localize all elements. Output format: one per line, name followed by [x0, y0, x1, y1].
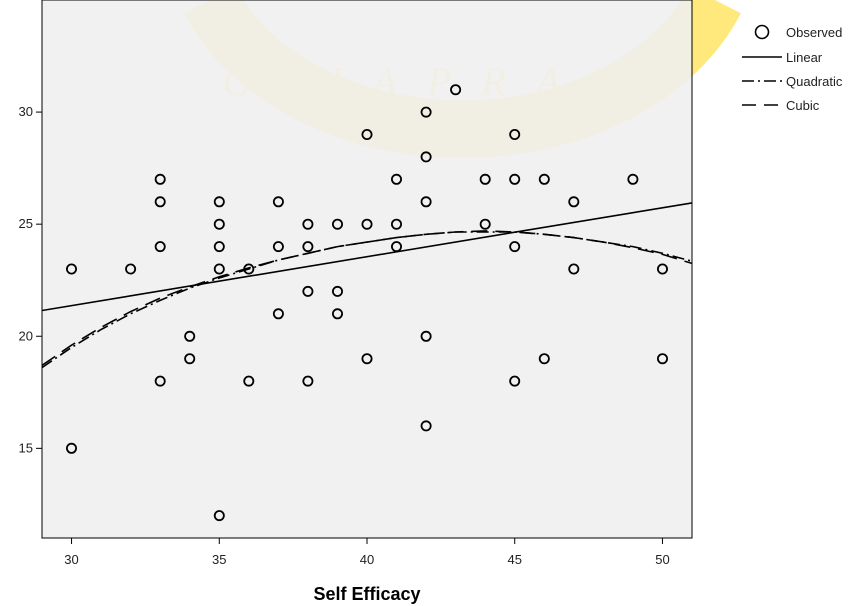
observed-point — [657, 353, 669, 365]
chart-marks — [42, 84, 692, 522]
observed-point — [302, 241, 314, 253]
x-tick-label: 40 — [360, 552, 374, 567]
observed-point — [420, 330, 432, 342]
observed-point — [331, 285, 343, 297]
observed-point — [272, 308, 284, 320]
x-tick-label: 50 — [655, 552, 669, 567]
observed-point — [125, 263, 137, 275]
y-tick-label: 25 — [19, 216, 33, 231]
observed-point — [184, 353, 196, 365]
observed-point — [361, 128, 373, 140]
x-axis-title: Self Efficacy — [313, 584, 420, 604]
observed-point — [331, 218, 343, 230]
legend-observed-marker — [754, 24, 770, 40]
legend-cubic-label: Cubic — [786, 98, 820, 113]
observed-point — [568, 263, 580, 275]
observed-point — [302, 285, 314, 297]
observed-point — [302, 375, 314, 387]
observed-point — [154, 196, 166, 208]
observed-point — [243, 263, 255, 275]
observed-point — [302, 218, 314, 230]
observed-point — [361, 218, 373, 230]
x-tick-label: 45 — [507, 552, 521, 567]
observed-point — [450, 84, 462, 96]
observed-point — [509, 241, 521, 253]
x-tick-label: 35 — [212, 552, 226, 567]
observed-point — [538, 353, 550, 365]
observed-point — [154, 375, 166, 387]
legend: Observed Linear Quadratic Cubic — [742, 24, 843, 113]
observed-point — [420, 196, 432, 208]
observed-point — [213, 263, 225, 275]
observed-point — [243, 375, 255, 387]
observed-points — [66, 84, 669, 522]
observed-point — [420, 420, 432, 432]
legend-linear-label: Linear — [786, 50, 823, 65]
observed-point — [479, 218, 491, 230]
observed-point — [361, 353, 373, 365]
observed-point — [538, 173, 550, 185]
x-tick-label: 30 — [64, 552, 78, 567]
observed-point — [213, 241, 225, 253]
observed-point — [420, 151, 432, 163]
observed-point — [627, 173, 639, 185]
plot-area — [41, 0, 693, 539]
observed-point — [154, 241, 166, 253]
observed-point — [66, 263, 78, 275]
observed-point — [420, 106, 432, 118]
legend-observed-label: Observed — [786, 25, 842, 40]
observed-point — [184, 330, 196, 342]
y-tick-label: 20 — [19, 328, 33, 343]
observed-point — [509, 128, 521, 140]
observed-point — [213, 218, 225, 230]
observed-point — [509, 173, 521, 185]
observed-point — [213, 510, 225, 522]
observed-point — [272, 196, 284, 208]
observed-point — [66, 442, 78, 454]
y-tick-label: 15 — [19, 440, 33, 455]
observed-point — [509, 375, 521, 387]
observed-point — [390, 241, 402, 253]
fit-lines — [42, 202, 692, 369]
observed-point — [657, 263, 669, 275]
y-tick-label: 30 — [19, 104, 33, 119]
observed-point — [479, 173, 491, 185]
observed-point — [390, 218, 402, 230]
observed-point — [213, 196, 225, 208]
observed-point — [568, 196, 580, 208]
observed-point — [331, 308, 343, 320]
observed-point — [272, 241, 284, 253]
observed-point — [390, 173, 402, 185]
legend-quadratic-label: Quadratic — [786, 74, 843, 89]
observed-point — [154, 173, 166, 185]
linear-fit-line — [42, 202, 692, 312]
cubic-fit-line — [42, 230, 692, 367]
axes: 30 35 40 45 50 15 20 25 30 — [19, 104, 670, 567]
